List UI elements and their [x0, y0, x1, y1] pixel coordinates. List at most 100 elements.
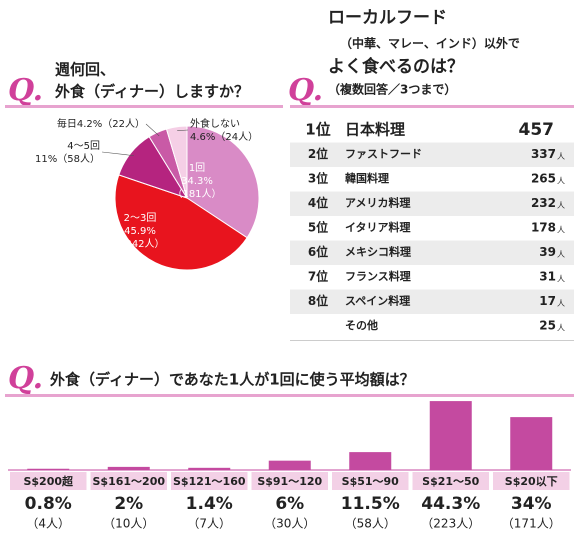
food-name: イタリア料理 [345, 220, 411, 234]
unit: 人 [557, 152, 565, 161]
count: 337 [531, 147, 556, 161]
count: 17 [539, 294, 556, 308]
value-label: 6% [275, 494, 304, 514]
value-label: 2% [114, 494, 143, 514]
title: （中華、マレー、インド）以外で [340, 36, 520, 51]
pie-label-part: （181人） [172, 188, 221, 200]
q-mark: Q. [8, 73, 43, 108]
food-name: 日本料理 [345, 121, 405, 139]
row-stripe [290, 240, 574, 265]
food-name: メキシコ料理 [345, 245, 411, 259]
count-label: （30人） [264, 517, 315, 531]
leader-line [145, 123, 160, 137]
rank: 4位 [308, 195, 328, 210]
category-bg [251, 472, 328, 490]
pie-label-part: （22人） [102, 118, 145, 130]
category-bg [332, 472, 409, 490]
header-rule [290, 105, 574, 108]
bar [188, 467, 231, 470]
category-label: S$20以下 [505, 475, 558, 488]
count: 232 [531, 196, 556, 210]
value-label: 44.3% [421, 494, 480, 514]
food-name: 韓国料理 [345, 171, 389, 185]
count-label: （58人） [345, 517, 396, 531]
title: 外食（ディナー）であなた1人が1回に使う平均額は？ [49, 371, 415, 389]
pie-slice [165, 125, 188, 199]
category-label: S$51〜90 [342, 475, 400, 488]
unit: 人 [557, 177, 565, 186]
count-label: （7人） [187, 517, 231, 531]
unit: 人 [557, 275, 565, 284]
bar [268, 460, 311, 470]
pie-label-part: 2〜3回 [124, 212, 157, 224]
pie-label-part: 1回 [189, 162, 205, 174]
category-bg [10, 472, 87, 490]
bar [107, 466, 150, 470]
pie-label-part: 11% [35, 154, 57, 165]
pie-label-part: 4.2% [77, 119, 102, 130]
value-label: 0.8% [25, 494, 72, 514]
category-label: S$200超 [23, 474, 74, 488]
leader-line [177, 129, 189, 132]
pie-label-part: （242人） [115, 238, 164, 250]
count: 457 [519, 120, 555, 140]
pie-label: 4〜5回 11%（58人） [35, 140, 100, 165]
unit: 人 [557, 250, 565, 259]
food-name: スペイン料理 [345, 294, 410, 308]
category-bg [412, 472, 489, 490]
category-bg [90, 472, 167, 490]
row-stripe [290, 289, 574, 314]
count: 39 [539, 245, 556, 259]
count-label: （171人） [502, 517, 561, 531]
q-mark: Q. [8, 361, 43, 396]
rank: 5位 [308, 220, 328, 235]
category-label: S$21〜50 [422, 475, 480, 488]
food-name: フランス料理 [345, 269, 411, 283]
unit: 人 [557, 324, 565, 333]
rank: 7位 [308, 269, 328, 284]
food-name: ファストフード [345, 148, 422, 161]
food-name: その他 [345, 318, 378, 332]
category-label: S$91〜120 [257, 475, 322, 488]
pie-label: 1回 34.3%（181人） [172, 162, 221, 200]
header-rule [5, 394, 574, 397]
bar [510, 417, 553, 470]
unit: 人 [557, 226, 565, 235]
pie-label-part: 34.3% [181, 176, 213, 187]
unit: 人 [557, 201, 565, 210]
header-rule [5, 105, 283, 108]
pie-label-part: （24人） [215, 131, 258, 143]
pie-label: 外食しない 4.6%（24人） [190, 117, 258, 143]
pie-label-part: 4.6% [190, 132, 215, 143]
pie-label-part: 毎日 [57, 117, 77, 130]
unit: 人 [557, 299, 565, 308]
bar [349, 452, 392, 470]
rank: 3位 [308, 171, 328, 186]
food-name: アメリカ料理 [345, 196, 410, 210]
rank: 2位 [308, 146, 328, 161]
row-stripe [290, 191, 574, 216]
count-label: （223人） [421, 517, 480, 531]
title: ローカルフード [328, 8, 447, 28]
category-label: S$161〜200 [93, 475, 166, 488]
rank: 6位 [308, 244, 328, 259]
count-label: （4人） [26, 517, 70, 531]
value-label: 1.4% [186, 494, 233, 514]
pie-label-part: 45.9% [124, 226, 156, 237]
pie-label-part: （58人） [57, 153, 100, 165]
row-stripe [290, 142, 574, 167]
title: 外食（ディナー）しますか？ [54, 83, 249, 101]
title: （複数回答／3つまで） [328, 82, 456, 97]
count: 25 [539, 319, 556, 333]
value-label: 34% [511, 494, 552, 514]
leader-line [101, 151, 134, 156]
bar [27, 468, 70, 470]
count: 31 [539, 270, 556, 284]
count: 178 [531, 221, 556, 235]
rank: 1位 [305, 121, 330, 139]
rank: 8位 [308, 293, 328, 308]
pie-label-part: 外食しない [190, 117, 240, 130]
category-label: S$121〜160 [173, 475, 246, 488]
